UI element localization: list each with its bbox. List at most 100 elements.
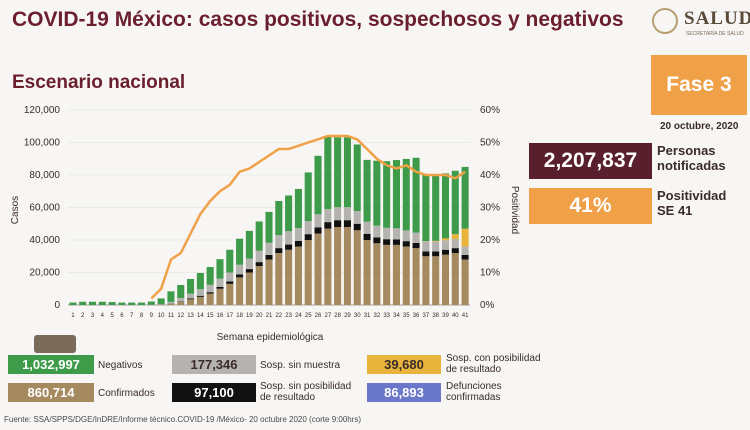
defunciones-label: Defunciones confirmadas	[446, 381, 502, 403]
confirmados-label: Confirmados	[98, 388, 155, 399]
icon-people	[34, 335, 76, 353]
x-tick-label: 8	[140, 313, 144, 319]
bar-segment	[108, 302, 116, 305]
x-tick-label: 21	[266, 313, 273, 319]
bar-segment	[255, 266, 263, 305]
bar-segment	[422, 174, 430, 242]
bar-segment	[432, 256, 440, 305]
defunciones-value: 86,893	[367, 383, 441, 402]
x-tick-label: 2	[81, 313, 85, 319]
bar-segment	[196, 289, 204, 296]
sin-posibilidad-label: Sosp. sin posibilidad de resultado	[260, 381, 352, 403]
bar-segment	[216, 286, 224, 289]
posibilidad-label: Sosp. con posibilidad de resultado	[446, 353, 541, 375]
bar-segment	[226, 283, 234, 305]
source-note: Fuente: SSA/SPPS/DGE/InDRE/Informe técni…	[4, 415, 362, 424]
bar-segment	[432, 241, 440, 252]
x-tick-label: 23	[285, 313, 292, 319]
bar-segment	[79, 301, 87, 305]
bar-segment	[373, 243, 381, 305]
bar-segment	[343, 220, 351, 227]
bar-segment	[255, 250, 263, 263]
x-axis-label: Semana epidemiológica	[217, 332, 324, 343]
bar-segment	[294, 188, 302, 228]
x-tick-label: 18	[236, 313, 243, 319]
bar-segment	[177, 301, 185, 305]
bar-segment	[88, 301, 97, 305]
bar-segment	[285, 244, 293, 250]
bar-segment	[187, 298, 195, 300]
bar-segment	[343, 137, 351, 208]
bar-segment	[255, 262, 263, 266]
bar-segment	[451, 239, 459, 249]
logo-text: SALUD	[684, 8, 750, 29]
bar-segment	[167, 291, 175, 302]
bar-segment	[314, 227, 322, 234]
bar-segment	[432, 251, 440, 257]
casos-chart: 020,00040,00060,00080,000100,000120,000 …	[10, 105, 520, 343]
bar-segment	[392, 244, 400, 305]
bar-segment	[216, 259, 224, 279]
bar-segment	[441, 240, 450, 250]
report-date: 20 octubre, 2020	[660, 121, 739, 132]
y2-tick-label: 10%	[480, 268, 500, 279]
x-tick-label: 31	[364, 313, 371, 319]
bar-segment	[392, 228, 400, 240]
bar-segment	[363, 159, 371, 222]
bar-segment	[422, 241, 430, 252]
bar-segment	[187, 293, 195, 299]
bar-segment	[177, 298, 185, 302]
bar-segment	[265, 242, 273, 255]
bar-segment	[363, 240, 371, 305]
bar-segment	[216, 288, 224, 305]
x-tick-label: 39	[442, 313, 449, 319]
bar-segment	[383, 161, 391, 228]
bar-segment	[167, 301, 175, 304]
bar-segment	[167, 303, 175, 305]
y-tick-label: 40,000	[29, 235, 60, 246]
x-tick-label: 3	[91, 313, 95, 319]
bar-segment	[334, 137, 342, 208]
y2-tick-label: 0%	[480, 300, 495, 311]
bar-segment	[334, 207, 342, 221]
bar-segment	[461, 228, 469, 247]
x-tick-label: 10	[158, 313, 165, 319]
bar-segment	[343, 207, 351, 221]
x-tick-label: 38	[432, 313, 439, 319]
bar-segment	[441, 173, 450, 239]
bar-segment	[383, 244, 391, 305]
bar-segment	[98, 301, 106, 305]
bar-segment	[147, 301, 155, 305]
bar-segment	[383, 239, 391, 245]
y-axis-label: Casos	[10, 196, 21, 224]
bar-segment	[206, 284, 214, 293]
negativos-value: 1,032,997	[8, 355, 94, 374]
bar-segment	[294, 240, 302, 247]
confirmados-value: 860,714	[8, 383, 94, 402]
bar-segment	[334, 227, 342, 305]
bar-segment	[324, 228, 332, 305]
x-tick-label: 11	[168, 313, 175, 319]
bar-segment	[275, 235, 283, 249]
bar-segment	[294, 227, 302, 241]
y-tick-label: 120,000	[24, 105, 61, 116]
y-tick-label: 20,000	[29, 268, 60, 279]
bar-segment	[343, 227, 351, 305]
x-tick-label: 5	[110, 313, 114, 319]
bar-segment	[432, 240, 440, 242]
bar-segment	[196, 272, 204, 290]
sin-muestra-value: 177,346	[172, 355, 256, 374]
x-tick-label: 24	[295, 313, 302, 319]
x-tick-label: 25	[305, 313, 312, 319]
bar-segment	[353, 230, 361, 305]
logo-subtext: SECRETARÍA DE SALUD	[686, 31, 744, 37]
bar-segment	[304, 234, 312, 240]
bar-segment	[236, 264, 244, 275]
eagle-seal-icon	[652, 8, 678, 34]
bar-segment	[236, 277, 244, 305]
y-tick-label: 80,000	[29, 170, 60, 181]
bar-segment	[373, 237, 381, 244]
bar-segment	[334, 220, 342, 227]
bar-segment	[245, 258, 253, 270]
bar-segment	[353, 211, 361, 224]
